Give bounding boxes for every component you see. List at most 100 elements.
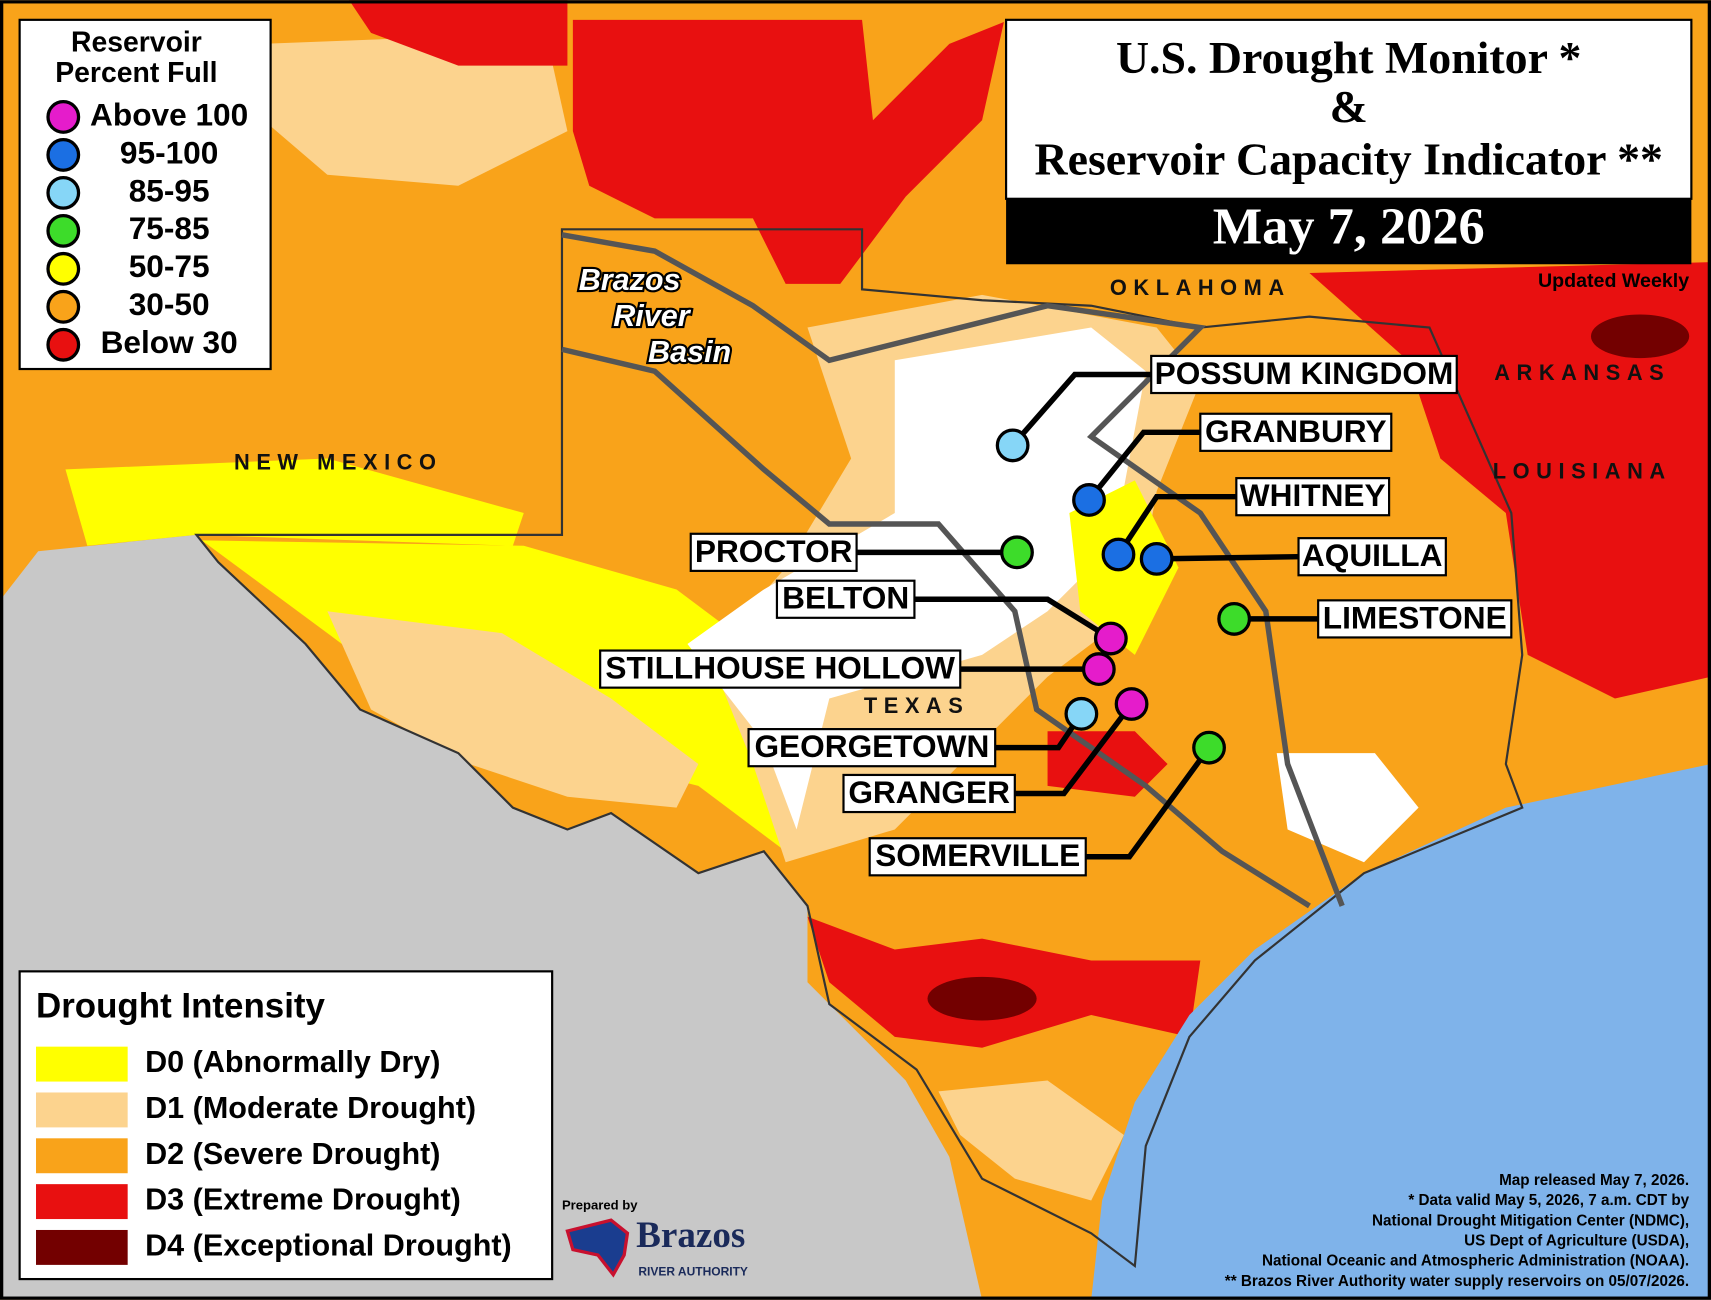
drought-area bbox=[1309, 262, 1711, 699]
drought-legend-box bbox=[18, 970, 554, 1281]
logo bbox=[565, 1218, 630, 1278]
reservoir-marker bbox=[995, 428, 1030, 463]
legend-label: 75-85 bbox=[129, 210, 210, 246]
org-sub: RIVER AUTHORITY bbox=[638, 1265, 748, 1279]
reservoir-marker bbox=[1081, 652, 1116, 687]
reservoir-label-box bbox=[599, 649, 962, 689]
legend-marker bbox=[46, 327, 81, 362]
drought-area bbox=[572, 19, 1004, 284]
credit-note: * Data valid May 5, 2026, 7 a.m. CDT by bbox=[1408, 1192, 1689, 1209]
reservoir-marker bbox=[1114, 687, 1149, 721]
drought-area bbox=[65, 458, 524, 546]
legend-swatch bbox=[36, 1092, 128, 1128]
leader-line bbox=[1014, 702, 1134, 797]
reservoir-label: GRANBURY bbox=[1205, 413, 1387, 449]
reservoir-label-box bbox=[842, 773, 1016, 814]
reservoir-label-box bbox=[1297, 537, 1447, 577]
leader-line bbox=[1085, 746, 1212, 860]
legend-title: Drought Intensity bbox=[36, 987, 326, 1026]
reservoir-label-box bbox=[775, 579, 916, 619]
drought-area bbox=[349, 0, 568, 66]
state-label: NEW MEXICO bbox=[234, 450, 442, 475]
legend-label: D0 (Abnormally Dry) bbox=[145, 1045, 440, 1079]
title-box bbox=[1004, 18, 1693, 200]
legend-marker bbox=[46, 138, 81, 172]
gulf bbox=[1091, 764, 1711, 1300]
reservoir-label: GEORGETOWN bbox=[754, 728, 989, 764]
legend-label: D4 (Exceptional Drought) bbox=[145, 1228, 512, 1262]
reservoir-label-box bbox=[1317, 599, 1513, 639]
brazos-basin-outline bbox=[561, 232, 1345, 909]
reservoir-label-box bbox=[1199, 412, 1393, 452]
reservoir-label: PROCTOR bbox=[695, 533, 853, 569]
leader-line bbox=[1156, 553, 1299, 562]
reservoir-marker bbox=[1000, 535, 1034, 570]
legend-swatch bbox=[36, 1229, 128, 1265]
legend-label: Below 30 bbox=[101, 324, 238, 360]
legend-marker bbox=[46, 289, 81, 324]
state-label: OKLAHOMA bbox=[1110, 275, 1291, 300]
credit-note: ** Brazos River Authority water supply r… bbox=[1225, 1273, 1689, 1290]
drought-area bbox=[1590, 314, 1690, 359]
reservoir-marker bbox=[1139, 541, 1174, 576]
legend-title: Percent Full bbox=[55, 57, 217, 89]
legend-label: D3 (Extreme Drought) bbox=[145, 1183, 461, 1217]
texas-border bbox=[194, 228, 1524, 1269]
reservoir-marker bbox=[1101, 537, 1136, 572]
legend-swatch bbox=[36, 1046, 128, 1082]
leader-line bbox=[1116, 493, 1237, 557]
legend-title: Reservoir bbox=[71, 26, 202, 58]
reservoir-label-box bbox=[1235, 477, 1391, 517]
basin-label: Basin bbox=[648, 335, 731, 369]
legend-label: 50-75 bbox=[129, 248, 210, 284]
reservoir-label: GRANGER bbox=[848, 774, 1010, 810]
credit-label: Prepared by bbox=[562, 1197, 638, 1212]
legend-marker bbox=[46, 100, 81, 134]
reservoir-marker bbox=[1093, 621, 1128, 656]
credit-note: National Drought Mitigation Center (NDMC… bbox=[1372, 1212, 1689, 1229]
legend-label: D2 (Severe Drought) bbox=[145, 1137, 440, 1171]
reservoir-label: BELTON bbox=[782, 580, 909, 616]
reservoir-marker bbox=[1072, 483, 1106, 517]
basin-label: River bbox=[613, 299, 692, 333]
reservoir-label-box bbox=[747, 728, 997, 768]
reservoir-label: WHITNEY bbox=[1240, 477, 1386, 513]
reservoir-label: SOMERVILLE bbox=[875, 837, 1080, 873]
map-title: U.S. Drought Monitor * bbox=[1116, 32, 1582, 83]
updated-note: Updated Weekly bbox=[1538, 270, 1689, 292]
leader-line bbox=[1086, 429, 1201, 502]
leader-line bbox=[1010, 371, 1152, 448]
drought-area bbox=[250, 32, 568, 186]
date-box bbox=[1006, 198, 1692, 265]
drought-area bbox=[938, 1080, 1124, 1201]
drought-area bbox=[327, 611, 699, 808]
leader-line bbox=[914, 596, 1113, 641]
legend-marker bbox=[46, 251, 81, 286]
reservoir-label: POSSUM KINGDOM bbox=[1155, 355, 1454, 391]
reservoir-marker bbox=[1217, 601, 1252, 636]
legend-swatch bbox=[36, 1138, 128, 1174]
state-label: ARKANSAS bbox=[1494, 360, 1670, 385]
legend-swatch bbox=[36, 1184, 128, 1220]
reservoir-label-box bbox=[689, 532, 858, 572]
legend-label: 85-95 bbox=[129, 172, 210, 208]
legend-label: 95-100 bbox=[120, 134, 218, 170]
reservoir-marker bbox=[1192, 730, 1226, 765]
basin-label: Brazos bbox=[579, 263, 681, 297]
credit-note: Map released May 7, 2026. bbox=[1499, 1172, 1689, 1189]
legend-label: 30-50 bbox=[129, 286, 210, 322]
reservoir-label: AQUILLA bbox=[1302, 537, 1443, 573]
credit-note: National Oceanic and Atmospheric Adminis… bbox=[1262, 1253, 1689, 1270]
legend-label: Above 100 bbox=[90, 96, 248, 132]
credit-note: US Dept of Agriculture (USDA), bbox=[1464, 1232, 1689, 1249]
reservoir-marker bbox=[1064, 696, 1099, 731]
map-date: May 7, 2026 bbox=[1213, 198, 1485, 256]
map-title: Reservoir Capacity Indicator ** bbox=[1035, 133, 1663, 184]
reservoir-label-box bbox=[1150, 354, 1458, 395]
reservoir-label: STILLHOUSE HOLLOW bbox=[605, 650, 955, 686]
legend-marker bbox=[46, 213, 81, 248]
reservoir-label-box bbox=[868, 837, 1087, 877]
